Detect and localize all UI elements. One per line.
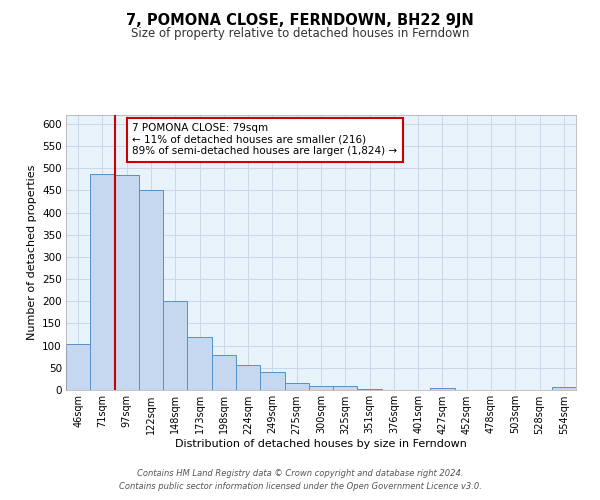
Bar: [163, 302, 187, 390]
Bar: [260, 372, 284, 390]
Bar: [333, 386, 358, 390]
Bar: [66, 344, 90, 390]
Text: 7 POMONA CLOSE: 79sqm
← 11% of detached houses are smaller (216)
89% of semi-det: 7 POMONA CLOSE: 79sqm ← 11% of detached …: [133, 123, 397, 156]
Y-axis label: Number of detached properties: Number of detached properties: [26, 165, 37, 340]
Bar: [139, 190, 163, 390]
Bar: [430, 388, 455, 390]
Bar: [309, 386, 333, 390]
Bar: [212, 354, 236, 390]
Bar: [358, 389, 382, 390]
Bar: [236, 364, 260, 390]
Bar: [284, 384, 309, 390]
Bar: [90, 174, 115, 390]
Text: Contains HM Land Registry data © Crown copyright and database right 2024.: Contains HM Land Registry data © Crown c…: [137, 468, 463, 477]
Bar: [115, 175, 139, 390]
X-axis label: Distribution of detached houses by size in Ferndown: Distribution of detached houses by size …: [175, 439, 467, 449]
Text: 7, POMONA CLOSE, FERNDOWN, BH22 9JN: 7, POMONA CLOSE, FERNDOWN, BH22 9JN: [126, 12, 474, 28]
Bar: [552, 387, 576, 390]
Text: Contains public sector information licensed under the Open Government Licence v3: Contains public sector information licen…: [119, 482, 481, 491]
Text: Size of property relative to detached houses in Ferndown: Size of property relative to detached ho…: [131, 28, 469, 40]
Bar: [187, 337, 212, 390]
